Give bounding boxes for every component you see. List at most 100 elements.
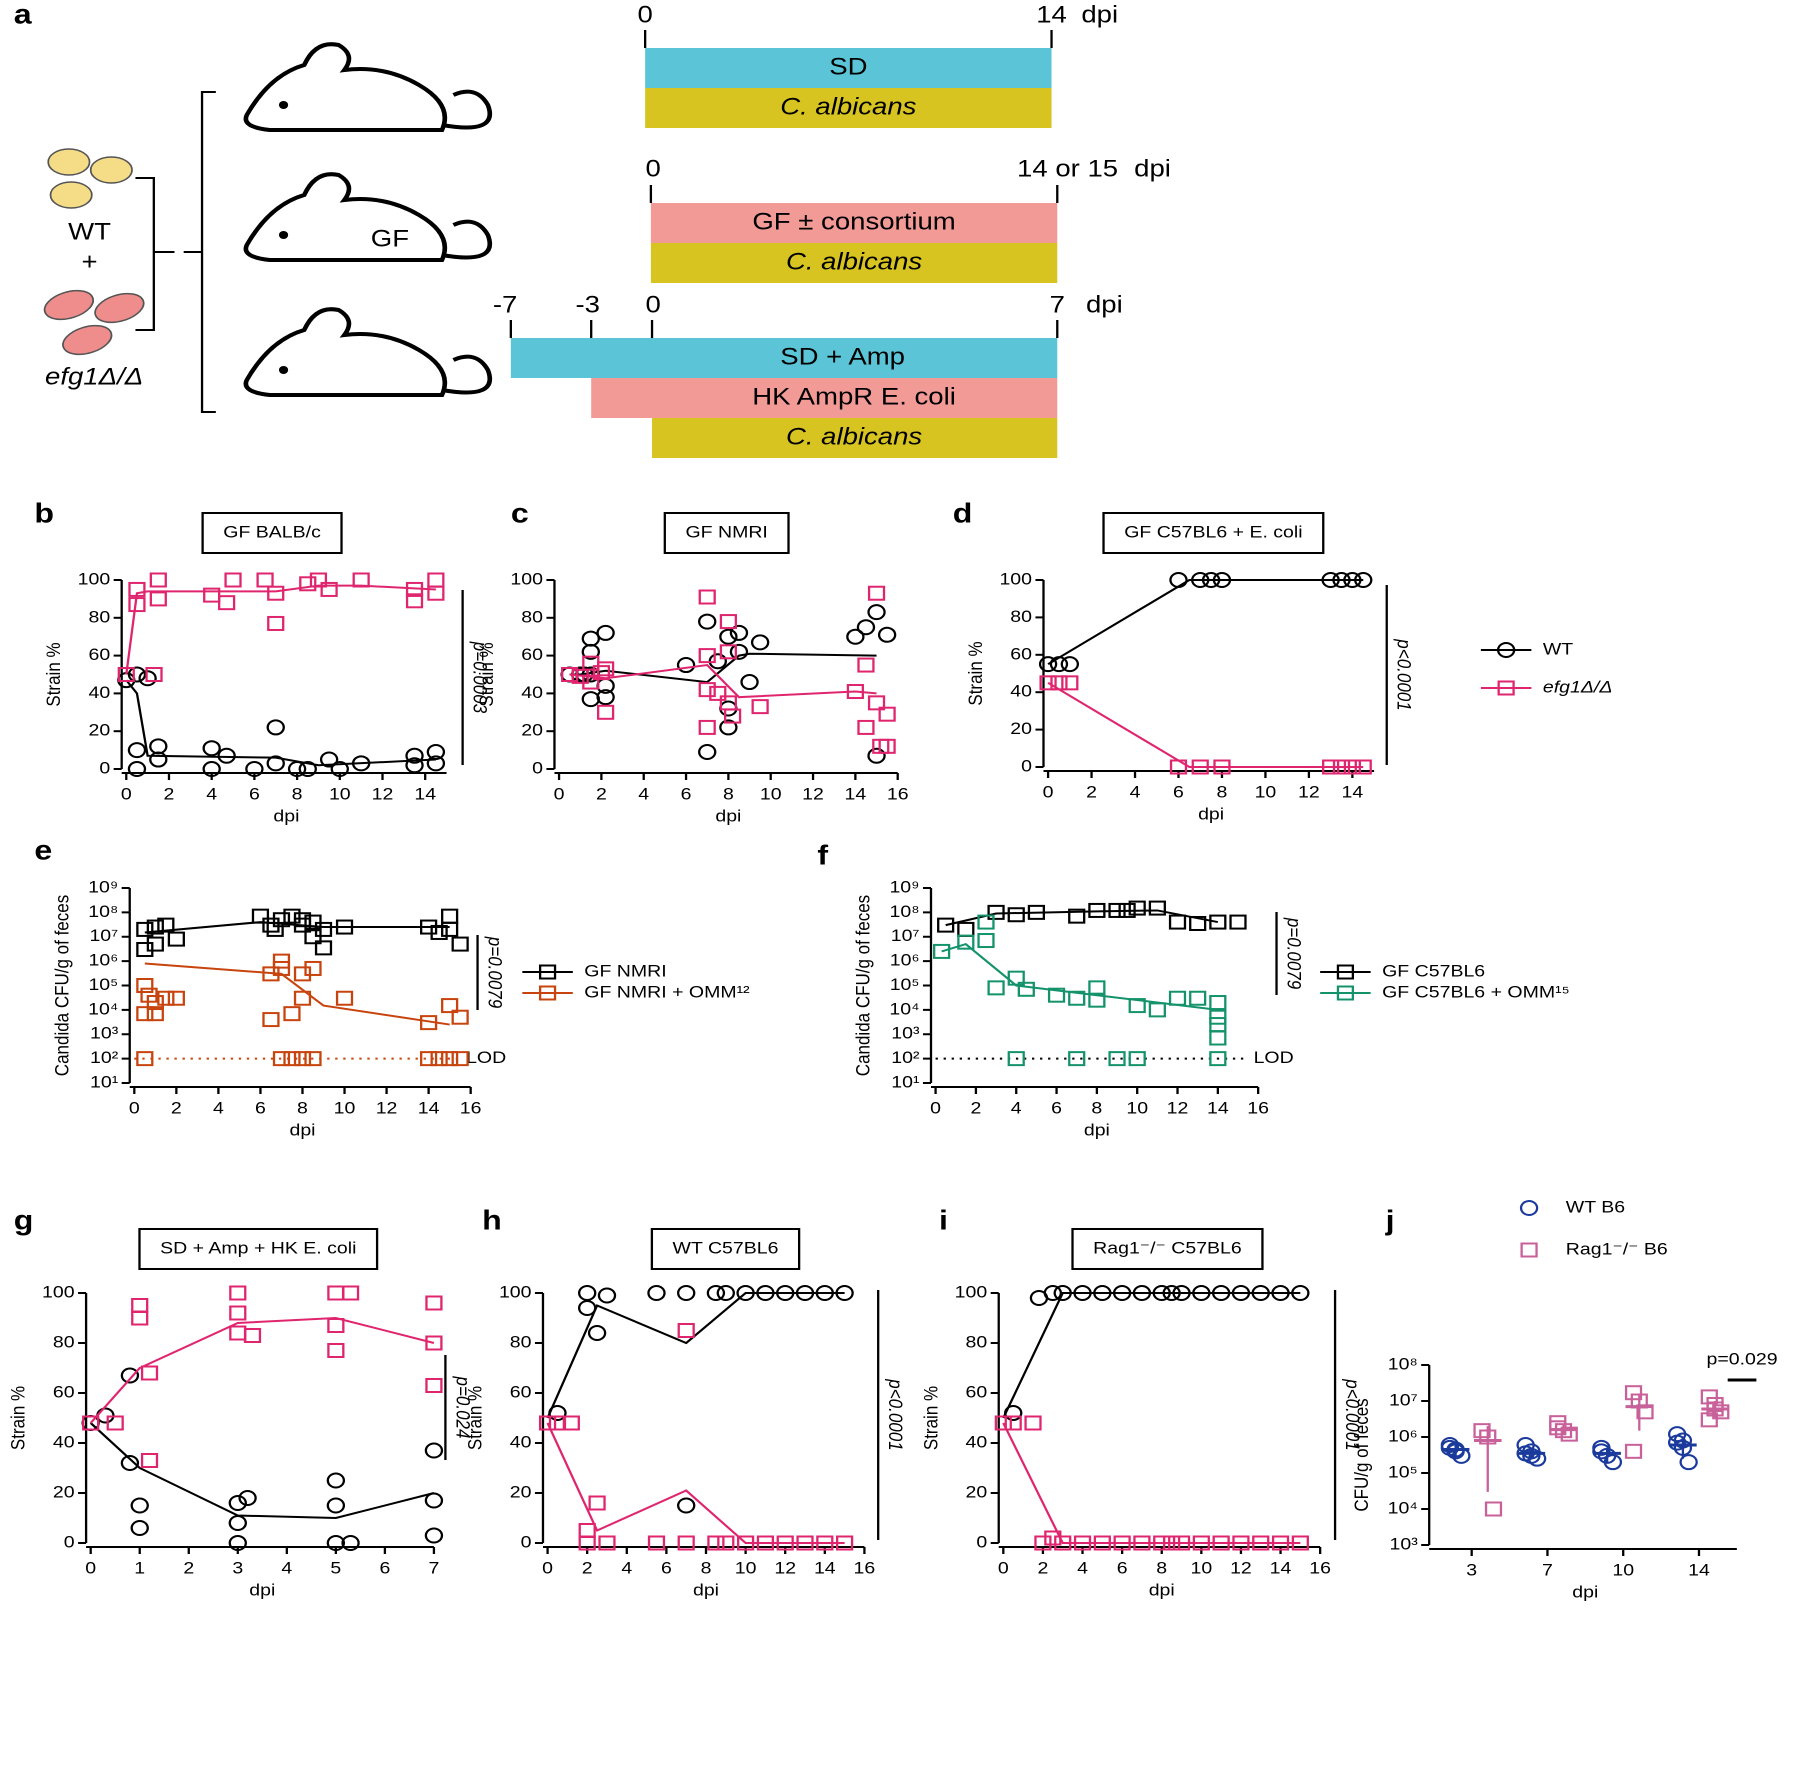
- p-value: p<0.0001: [885, 1378, 907, 1450]
- point: [283, 908, 301, 924]
- bracket: [135, 91, 216, 413]
- point: [878, 738, 896, 754]
- point: [597, 704, 615, 720]
- x-tick-label: 4: [1130, 782, 1141, 802]
- point: [1354, 572, 1373, 588]
- y-tick-label: 10³: [90, 1023, 118, 1043]
- point: [405, 593, 424, 609]
- point: [224, 572, 242, 588]
- point: [441, 921, 459, 937]
- point: [877, 626, 897, 643]
- point: [420, 1015, 438, 1031]
- x-tick-label: 16: [887, 784, 909, 804]
- point: [698, 743, 717, 760]
- point: [1128, 900, 1146, 916]
- x-tick-label: 12: [376, 1098, 398, 1118]
- point: [1251, 1285, 1270, 1301]
- y-tick-label: 80: [521, 606, 543, 626]
- point: [262, 917, 280, 933]
- point: [1211, 1285, 1231, 1301]
- tick-label: -7: [493, 292, 517, 318]
- x-tick-label: 10: [735, 1558, 757, 1578]
- mean-line: [89, 1316, 435, 1424]
- point: [293, 917, 312, 933]
- point: [157, 990, 175, 1006]
- bar: [652, 418, 1058, 458]
- point: [1027, 904, 1046, 920]
- point: [120, 1455, 140, 1471]
- panel-label: d: [953, 498, 973, 529]
- legend-label: GF C57BL6 + OMM¹⁵: [1382, 982, 1570, 1002]
- point: [706, 1285, 726, 1301]
- point: [1108, 902, 1126, 918]
- point: [676, 657, 696, 674]
- x-tick-label: 2: [183, 1558, 194, 1578]
- y-tick-label: 0: [99, 758, 110, 778]
- x-tick-label: 12: [802, 784, 824, 804]
- point: [341, 1535, 360, 1551]
- point: [140, 1453, 159, 1468]
- point: [136, 921, 154, 937]
- point: [677, 1285, 696, 1301]
- point: [341, 1285, 360, 1301]
- point: [1088, 980, 1106, 996]
- x-tick-label: 16: [460, 1098, 482, 1118]
- point: [326, 1472, 346, 1489]
- point: [330, 761, 349, 777]
- point: [548, 1405, 567, 1421]
- panel-label: i: [939, 1205, 948, 1236]
- x-tick-label: 8: [1091, 1098, 1102, 1118]
- y-tick-label: 60: [88, 644, 110, 664]
- point: [592, 665, 610, 681]
- x-tick-label: 2: [164, 784, 175, 804]
- point: [751, 699, 769, 715]
- x-tick-label: 10: [329, 784, 351, 804]
- title-box: [650, 1228, 801, 1270]
- mean-line: [1002, 1422, 1301, 1544]
- point: [256, 572, 274, 588]
- point: [267, 615, 285, 631]
- x-tick-label: 14: [1270, 1558, 1292, 1578]
- point: [251, 908, 270, 924]
- strain-label: efg1Δ/Δ: [45, 364, 143, 390]
- unit: dpi: [1134, 156, 1171, 182]
- point: [836, 1535, 854, 1551]
- point: [587, 1325, 607, 1341]
- x-tick-label: 3: [1466, 1560, 1477, 1580]
- y-axis-label: Strain %: [42, 642, 64, 706]
- point: [937, 917, 955, 933]
- point: [405, 581, 424, 597]
- point: [1133, 1535, 1151, 1551]
- point: [1163, 1535, 1181, 1551]
- point: [957, 934, 975, 950]
- bar-label: SD + Amp: [780, 344, 905, 370]
- x-tick-label: 4: [1011, 1098, 1022, 1118]
- x-tick-label: 0: [85, 1558, 96, 1578]
- point: [724, 708, 742, 724]
- point: [1192, 1535, 1210, 1551]
- point: [283, 1006, 301, 1022]
- y-axis-label: Candida CFU/g of feces: [851, 895, 873, 1076]
- point: [266, 921, 284, 937]
- mean-line: [1047, 579, 1364, 665]
- y-tick-label: 10⁷: [1389, 1390, 1418, 1410]
- point: [1343, 572, 1362, 588]
- point: [698, 719, 716, 735]
- point: [1252, 1535, 1270, 1551]
- point: [1068, 1051, 1086, 1067]
- point: [425, 1295, 443, 1311]
- point: [1068, 908, 1086, 924]
- y-tick-label: 0: [976, 1532, 987, 1552]
- x-tick-label: 10: [1255, 782, 1277, 802]
- yeast-wt: [47, 148, 133, 209]
- legend-marker: [1496, 642, 1516, 658]
- point: [816, 1535, 834, 1551]
- x-tick-label: 14: [1207, 1098, 1229, 1118]
- point: [1004, 1405, 1023, 1421]
- point: [335, 919, 354, 935]
- point: [127, 666, 147, 683]
- y-tick-label: 10³: [891, 1023, 919, 1043]
- point: [120, 1367, 140, 1384]
- x-tick-label: 10: [1612, 1560, 1634, 1580]
- point: [228, 1535, 247, 1551]
